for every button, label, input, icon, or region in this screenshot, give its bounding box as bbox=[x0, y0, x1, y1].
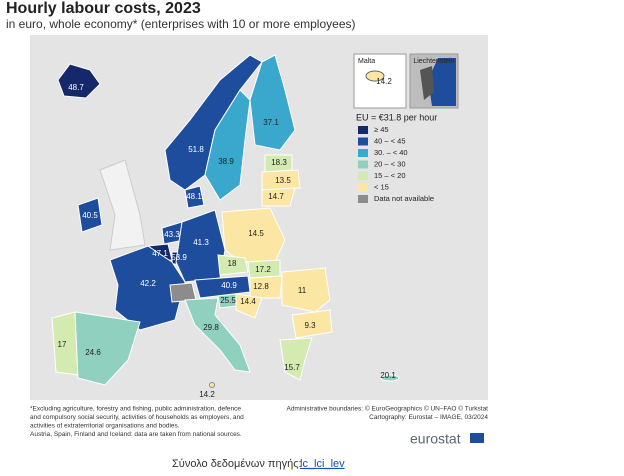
region-value: 37.1 bbox=[263, 118, 279, 127]
legend-swatch bbox=[358, 160, 368, 169]
footnote: Austria, Spain, Finland and Iceland: dat… bbox=[30, 431, 242, 438]
legend-label: Data not available bbox=[374, 194, 434, 203]
credit: Cartography: Eurostat – IMAGE, 03/2024 bbox=[369, 414, 488, 421]
inset-title: Malta bbox=[358, 58, 375, 65]
legend-title: EU = €31.8 per hour bbox=[356, 112, 437, 122]
credit: Administrative boundaries: © EuroGeograp… bbox=[286, 405, 488, 413]
region-value: 14.5 bbox=[248, 229, 264, 238]
legend-swatch bbox=[358, 137, 368, 146]
legend-swatch bbox=[358, 195, 368, 203]
footnote: activities of extraterritorial organisat… bbox=[30, 423, 180, 430]
source-link[interactable]: lc_lci_lev bbox=[300, 458, 345, 470]
eu-flag bbox=[470, 433, 484, 443]
footnotes: *Excluding agriculture, forestry and fis… bbox=[30, 406, 244, 439]
region-value: 11 bbox=[298, 286, 307, 295]
region-value: 18 bbox=[228, 259, 237, 268]
region-value: 14.2 bbox=[199, 390, 215, 399]
region-value: 24.6 bbox=[85, 348, 101, 357]
region-value: 51.8 bbox=[188, 145, 204, 154]
region-value: 42.2 bbox=[140, 279, 156, 288]
region-value: 53.9 bbox=[171, 253, 187, 262]
legend: EU = €31.8 per hour ≥ 45 40 – < 45 30. – <… bbox=[356, 112, 437, 203]
region-value: 40.9 bbox=[221, 281, 237, 290]
region-value: 48.7 bbox=[68, 83, 84, 92]
region-value: 14.4 bbox=[240, 297, 256, 306]
footnote: and compulsory social security, activiti… bbox=[30, 414, 244, 421]
inset-title: Liechtenstein bbox=[413, 58, 454, 65]
region-value: 43.3 bbox=[164, 230, 180, 239]
credits: Administrative boundaries: © EuroGeograp… bbox=[286, 405, 488, 422]
region-value: 40.5 bbox=[82, 211, 98, 220]
subtitle: in euro, whole economy* (enterprises wit… bbox=[6, 17, 356, 31]
legend-label: 40 – < 45 bbox=[374, 136, 406, 145]
legend-label: < 15 bbox=[374, 182, 389, 191]
title: Hourly labour costs, 2023 bbox=[6, 0, 201, 17]
legend-swatch bbox=[358, 149, 368, 157]
source-label: Σύνολο δεδομένων πηγής: bbox=[172, 458, 302, 470]
region-value: 17.2 bbox=[255, 265, 271, 274]
region-value: 15.7 bbox=[284, 363, 300, 372]
region-value: 48.1 bbox=[186, 192, 202, 201]
brand: eurostat bbox=[410, 431, 461, 447]
region-value: 13.5 bbox=[275, 176, 291, 185]
legend-label: 15 – < 20 bbox=[374, 171, 406, 180]
footnote: *Excluding agriculture, forestry and fis… bbox=[30, 406, 241, 413]
inset-liechtenstein: Liechtenstein bbox=[409, 53, 459, 109]
region-value: 20.1 bbox=[380, 371, 396, 380]
region-value: 38.9 bbox=[218, 157, 234, 166]
legend-swatch bbox=[358, 172, 368, 180]
legend-label: ≥ 45 bbox=[374, 125, 389, 134]
region-value: 29.8 bbox=[203, 323, 219, 332]
legend-swatch bbox=[358, 183, 368, 192]
region-value: 47.1 bbox=[152, 249, 168, 258]
region-value: 25.5 bbox=[220, 296, 236, 305]
inset-value: 14.2 bbox=[376, 77, 392, 86]
legend-label: 20 – < 30 bbox=[374, 159, 406, 168]
legend-label: 30. – < 40 bbox=[374, 148, 408, 157]
inset-malta: Malta 14.2 bbox=[353, 53, 407, 109]
legend-swatch bbox=[358, 126, 368, 134]
region-value: 17 bbox=[58, 340, 67, 349]
region-value: 41.3 bbox=[193, 238, 209, 247]
region-value: 12.8 bbox=[253, 282, 269, 291]
region-value: 9.3 bbox=[304, 321, 316, 330]
region-value: 14.7 bbox=[268, 192, 284, 201]
region-value: 18.3 bbox=[271, 158, 287, 167]
